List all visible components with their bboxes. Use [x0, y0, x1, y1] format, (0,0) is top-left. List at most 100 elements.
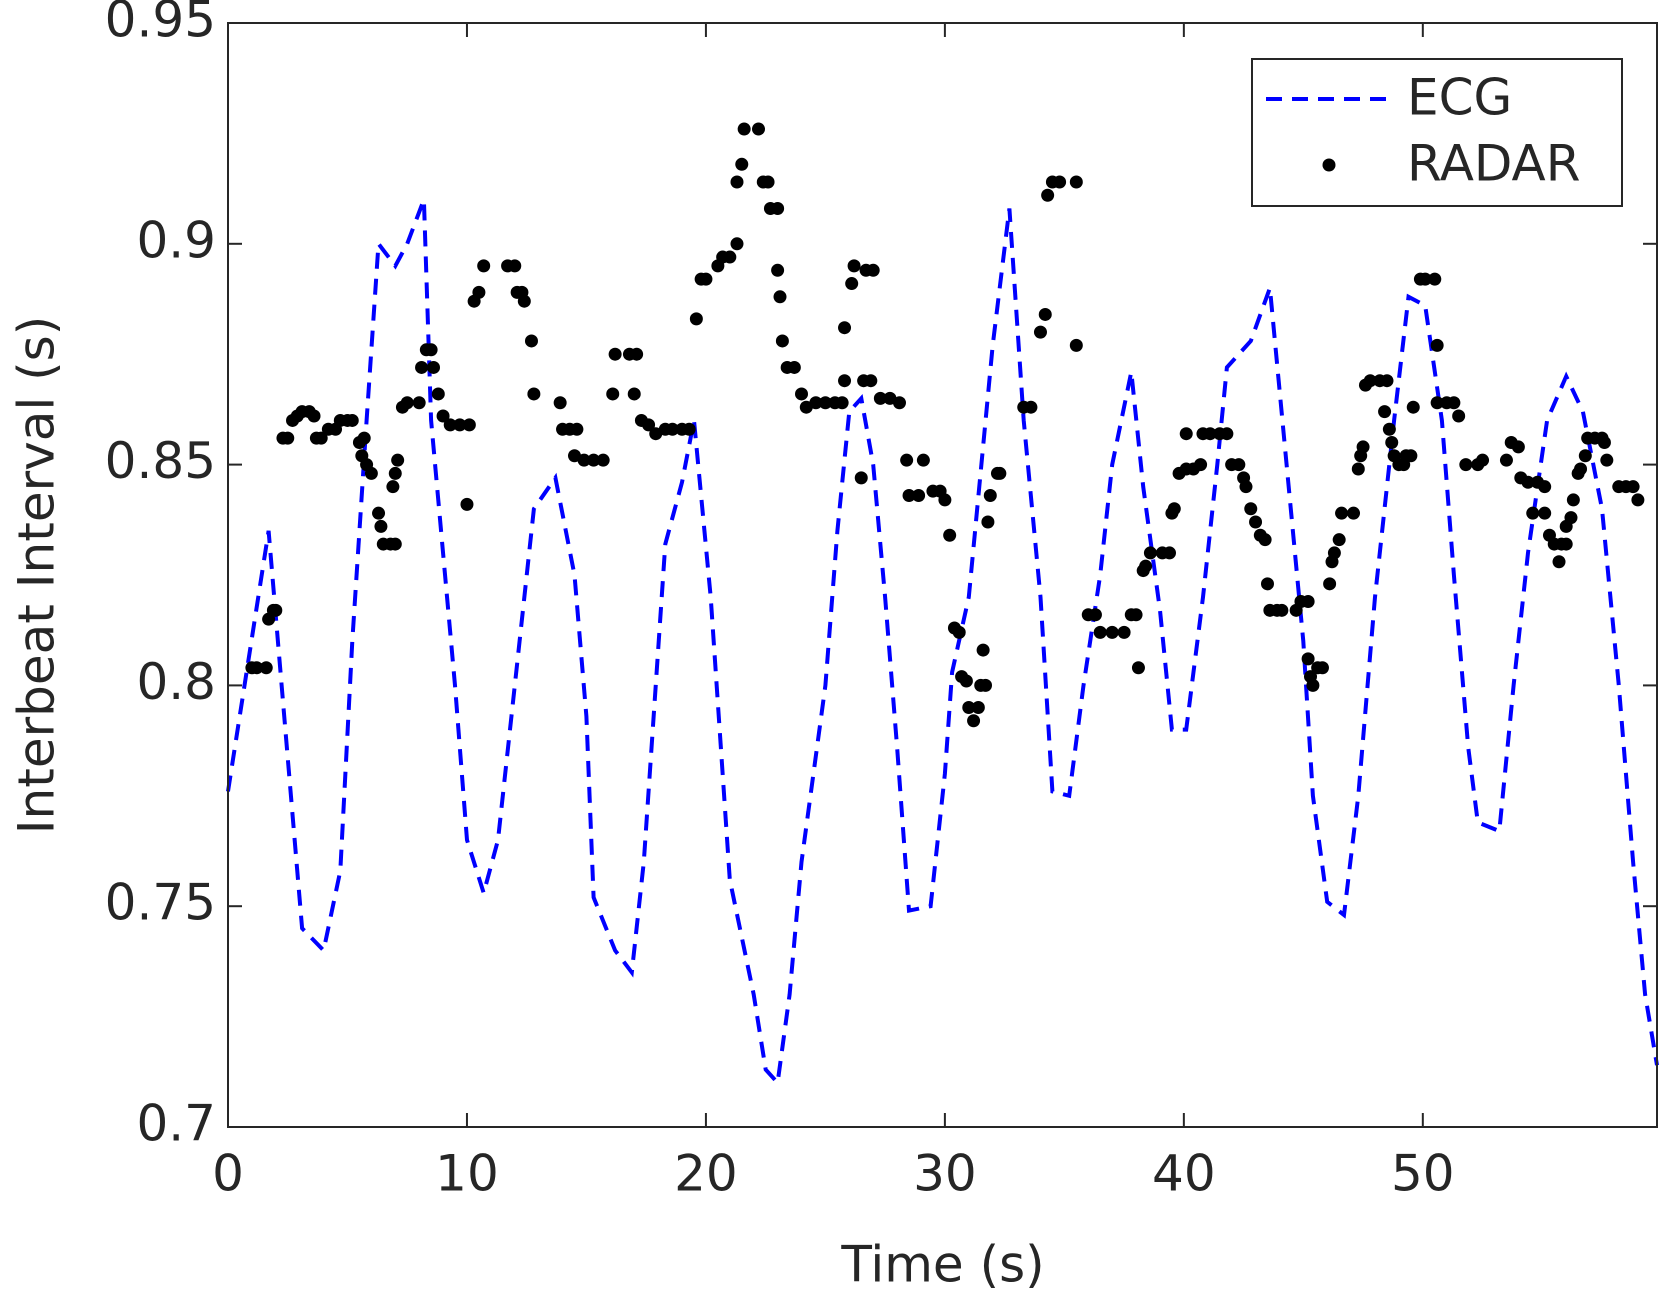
radar-point — [952, 625, 966, 639]
y-tick-label: 0.8 — [136, 653, 216, 711]
radar-point — [1351, 462, 1365, 476]
radar-point — [1404, 449, 1418, 463]
radar-point — [1418, 272, 1432, 286]
radar-point — [1332, 533, 1346, 547]
radar-point — [1600, 453, 1614, 467]
radar-point — [1380, 374, 1394, 388]
x-tick-label: 20 — [674, 1145, 738, 1203]
radar-point — [596, 453, 610, 467]
radar-point — [730, 237, 744, 251]
radar-point — [1385, 436, 1399, 450]
radar-point — [1301, 594, 1315, 608]
radar-point — [1382, 422, 1396, 436]
radar-point — [1631, 493, 1645, 507]
radar-point — [269, 603, 283, 617]
radar-point — [314, 431, 328, 445]
radar-point — [1447, 396, 1461, 410]
radar-point — [730, 175, 744, 189]
radar-point — [431, 387, 445, 401]
radar-point — [1315, 661, 1329, 675]
radar-point — [773, 290, 787, 304]
radar-point — [771, 201, 785, 215]
radar-point — [508, 259, 522, 273]
radar-point — [962, 700, 976, 714]
radar-point — [795, 387, 809, 401]
radar-point — [1088, 608, 1102, 622]
radar-point — [979, 678, 993, 692]
radar-point — [1041, 188, 1055, 202]
x-tick-label: 50 — [1391, 1145, 1455, 1203]
radar-point — [642, 418, 656, 432]
radar-point — [1559, 537, 1573, 551]
radar-point — [665, 422, 679, 436]
radar-point — [517, 294, 531, 308]
radar-point — [1566, 493, 1580, 507]
radar-point — [900, 453, 914, 467]
x-tick-label: 0 — [212, 1145, 244, 1203]
radar-point — [1239, 480, 1253, 494]
radar-point — [1179, 427, 1193, 441]
radar-point — [838, 321, 852, 335]
radar-point — [1244, 502, 1258, 516]
legend-swatch — [1322, 158, 1336, 172]
radar-point — [1378, 405, 1392, 419]
radar-point — [866, 263, 880, 277]
radar-point — [761, 175, 775, 189]
radar-point — [1260, 577, 1274, 591]
radar-point — [391, 453, 405, 467]
radar-point — [1511, 440, 1525, 454]
x-axis-label: Time (s) — [840, 1236, 1044, 1294]
legend-label: ECG — [1407, 69, 1512, 127]
radar-point — [1203, 427, 1217, 441]
radar-point — [307, 409, 321, 423]
radar-point — [847, 259, 861, 273]
radar-point — [1430, 338, 1444, 352]
radar-point — [699, 272, 713, 286]
radar-point — [1139, 559, 1153, 573]
radar-point — [388, 537, 402, 551]
radar-point — [1430, 396, 1444, 410]
radar-point — [1335, 506, 1349, 520]
radar-point — [259, 661, 273, 675]
radar-point — [587, 453, 601, 467]
radar-point — [1428, 272, 1442, 286]
radar-point — [1521, 475, 1535, 489]
radar-point — [1105, 625, 1119, 639]
radar-point — [737, 122, 751, 136]
radar-point — [570, 422, 584, 436]
radar-point — [838, 374, 852, 388]
radar-point — [873, 391, 887, 405]
radar-point — [1347, 506, 1361, 520]
radar-point — [993, 466, 1007, 480]
radar-point — [1249, 515, 1263, 529]
radar-point — [345, 413, 359, 427]
radar-point — [845, 277, 859, 291]
radar-point — [1258, 533, 1272, 547]
radar-point — [1327, 546, 1341, 560]
radar-point — [771, 263, 785, 277]
radar-point — [1538, 506, 1552, 520]
radar-point — [912, 489, 926, 503]
radar-point — [775, 334, 789, 348]
y-tick-label: 0.75 — [105, 874, 216, 932]
radar-point — [415, 360, 429, 374]
radar-point — [453, 418, 467, 432]
radar-point — [787, 360, 801, 374]
radar-point — [723, 250, 737, 264]
radar-point — [443, 418, 457, 432]
radar-point — [630, 347, 644, 361]
radar-point — [1526, 506, 1540, 520]
y-tick-label: 0.9 — [136, 211, 216, 269]
legend-label: RADAR — [1407, 135, 1581, 193]
radar-point — [1093, 625, 1107, 639]
radar-point — [281, 431, 295, 445]
radar-point — [1363, 374, 1377, 388]
y-axis-label: Interbeat Interval (s) — [8, 316, 66, 834]
radar-point — [735, 157, 749, 171]
x-tick-label: 30 — [913, 1145, 977, 1203]
radar-point — [1038, 307, 1052, 321]
radar-point — [682, 422, 696, 436]
radar-point — [1033, 325, 1047, 339]
radar-point — [1117, 625, 1131, 639]
